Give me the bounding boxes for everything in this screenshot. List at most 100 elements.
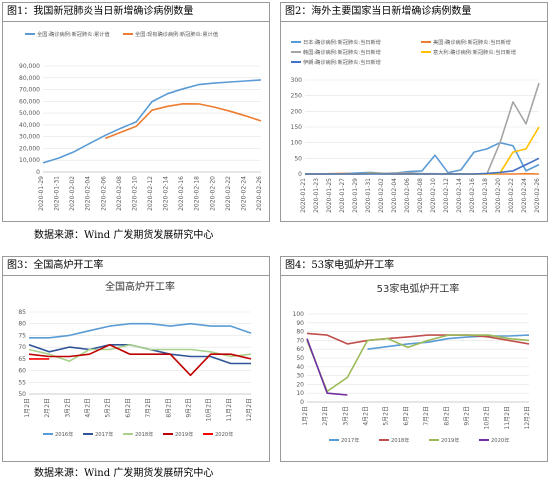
- y-tick-label: 300: [291, 77, 303, 84]
- legend-label: 全国:确诊病例:新冠肺炎:累计值: [37, 30, 110, 38]
- x-tick-label: 6月2日: [403, 406, 410, 426]
- x-tick-label: 2020-02-24: [240, 176, 247, 211]
- x-tick-label: 2020-01-21: [300, 178, 307, 213]
- x-tick-label: 2020-02-12: [443, 178, 450, 213]
- x-tick-label: 2020-02-14: [456, 178, 463, 213]
- x-tick-label: 2020-02-24: [521, 178, 528, 213]
- x-tick-label: 8月2日: [443, 406, 450, 426]
- x-tick-label: 2020-02-26: [534, 178, 541, 213]
- legend-label: 2019年: [175, 430, 193, 438]
- x-tick-label: 10月2日: [484, 406, 491, 429]
- x-tick-label: 2020-01-27: [339, 178, 346, 213]
- y-tick-label: 90,000: [19, 63, 40, 70]
- series-line: [306, 338, 348, 396]
- x-tick-label: 2020-01-31: [365, 178, 372, 213]
- y-tick-label: 20: [296, 381, 304, 388]
- series-line: [306, 334, 530, 393]
- x-tick-label: 2020-02-02: [69, 176, 76, 211]
- chart-panel-1: 图1：我国新冠肺炎当日新增确诊病例数量 0 10,000 20,000 30,000 4…: [2, 2, 270, 222]
- y-tick-label: 60: [18, 368, 26, 375]
- chart-3: 全国高炉开工率 50 55 60 65 70 75 80 85 1月2日 2月2日 3月2日 4月2日 5…: [18, 280, 253, 438]
- x-tick-label: 2020-01-29: [38, 176, 45, 211]
- panel-title-1: 图1：我国新冠肺炎当日新增确诊病例数量: [3, 3, 269, 22]
- y-tick-label: 0: [36, 169, 40, 176]
- panel-title-2: 图2：海外主要国家当日新增确诊病例数量: [281, 3, 547, 22]
- x-tick-label: 10月2日: [206, 398, 213, 421]
- y-tick-label: 200: [291, 108, 303, 115]
- series-line: [29, 322, 252, 339]
- x-tick-label: 2020-02-12: [147, 176, 154, 211]
- legend-label: 2018年: [391, 436, 409, 444]
- series-line: [306, 332, 530, 345]
- legend-label: 美国:确诊病例:新冠肺炎:当日新增: [433, 38, 511, 46]
- x-tick-label: 8月2日: [165, 398, 172, 418]
- x-tick-label: 4月2日: [363, 406, 370, 426]
- y-tick-label: 80,000: [19, 75, 40, 82]
- legend-label: 2018年: [135, 430, 153, 438]
- source-note-bottom: 数据来源：Wind 广发期货发展研究中心: [34, 468, 214, 479]
- legend-label: 2020年: [215, 430, 233, 438]
- source-note-top: 数据来源：Wind 广发期货发展研究中心: [34, 230, 214, 241]
- x-tick-label: 2020-02-06: [404, 178, 411, 213]
- x-tick-label: 2020-02-08: [116, 176, 123, 211]
- x-tick-label: 7月2日: [423, 406, 430, 426]
- x-tick-label: 12月2日: [524, 406, 531, 429]
- chart-title: 53家电弧炉开工率: [377, 282, 460, 295]
- x-tick-label: 2020-01-31: [54, 176, 61, 211]
- panel-title-4: 图4：53家电弧炉开工率: [281, 257, 547, 276]
- legend-label: 日本:确诊病例:新冠肺炎:当日新增: [303, 38, 381, 46]
- legend-label: 伊朗:确诊病例:新冠肺炎:当日新增: [303, 58, 381, 66]
- x-tick-label: 5月2日: [383, 406, 390, 426]
- y-tick-label: 65: [18, 356, 26, 363]
- x-tick-label: 2020-02-04: [391, 178, 398, 213]
- legend-label: 2017年: [341, 436, 359, 444]
- y-tick-label: 100: [293, 311, 305, 318]
- y-tick-label: 40: [296, 364, 304, 371]
- x-tick-label: 2020-02-18: [194, 176, 201, 211]
- y-tick-label: 0: [298, 171, 302, 178]
- y-tick-label: 60,000: [19, 98, 40, 105]
- x-tick-label: 2020-02-02: [378, 178, 385, 213]
- legend-label: 意大利:确诊病例:新冠肺炎:当日新增: [433, 48, 516, 56]
- x-tick-label: 2020-01-29: [352, 178, 359, 213]
- chart-2: 0 50 100 150 200 250 300 2020-01-21 2020-01-23 20…: [291, 38, 541, 213]
- x-tick-label: 9月2日: [185, 398, 192, 418]
- x-tick-label: 2020-01-23: [313, 178, 320, 213]
- y-tick-label: 40,000: [19, 122, 40, 129]
- x-tick-label: 2020-02-10: [430, 178, 437, 213]
- y-tick-label: 50,000: [19, 110, 40, 117]
- x-tick-label: 2020-02-04: [85, 176, 92, 211]
- legend-label: 2020年: [491, 436, 509, 444]
- x-tick-label: 7月2日: [145, 398, 152, 418]
- x-tick-label: 2020-02-16: [178, 176, 185, 211]
- x-tick-label: 11月2日: [226, 398, 233, 421]
- legend-label: 2016年: [55, 430, 73, 438]
- x-tick-label: 2020-02-18: [482, 178, 489, 213]
- series-line: [42, 79, 262, 164]
- x-tick-label: 2020-02-10: [131, 176, 138, 211]
- x-tick-label: 2020-02-20: [495, 178, 502, 213]
- y-tick-label: 75: [18, 332, 26, 339]
- chart-title: 全国高炉开工率: [105, 280, 175, 293]
- y-tick-label: 70,000: [19, 87, 40, 94]
- series-line: [305, 157, 540, 175]
- series-line: [105, 103, 262, 140]
- y-tick-label: 50: [296, 355, 304, 362]
- y-tick-label: 0: [300, 399, 304, 406]
- x-tick-label: 2月2日: [44, 398, 51, 418]
- legend-label: 2017年: [95, 430, 113, 438]
- x-tick-label: 11月2日: [504, 406, 511, 429]
- x-tick-label: 2020-01-25: [326, 178, 333, 213]
- y-tick-label: 20,000: [19, 145, 40, 152]
- series-line: [305, 82, 540, 175]
- chart-1: 0 10,000 20,000 30,000 40,000 50,000 60,000 70,…: [19, 30, 263, 211]
- series-line: [367, 334, 530, 350]
- x-tick-label: 2020-02-26: [256, 176, 263, 211]
- x-tick-label: 3月2日: [64, 398, 71, 418]
- x-tick-label: 2020-02-14: [163, 176, 170, 211]
- chart-panel-4: 图4：53家电弧炉开工率 53家电弧炉开工率 0 10 20 30 40 50 60 70 80 9…: [280, 256, 548, 462]
- y-tick-label: 90: [296, 320, 304, 327]
- y-tick-label: 150: [291, 124, 303, 131]
- x-tick-label: 2020-02-22: [225, 176, 232, 211]
